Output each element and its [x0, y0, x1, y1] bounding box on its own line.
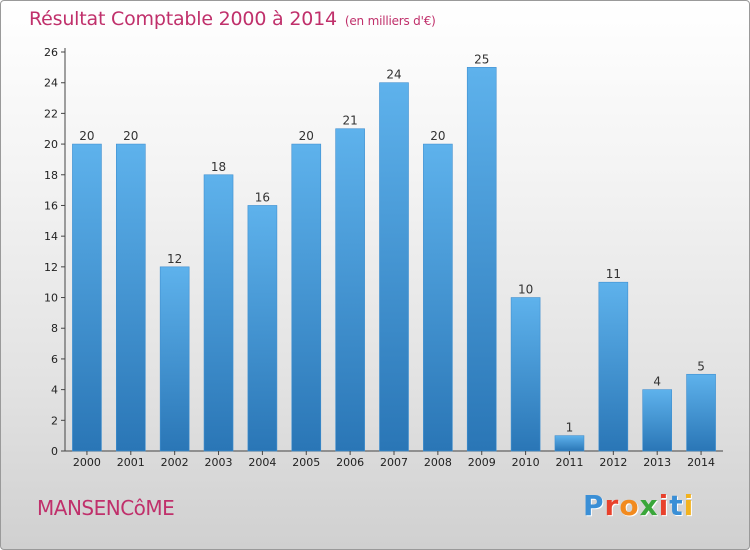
logo-letter: i [658, 489, 670, 522]
bar [510, 297, 541, 452]
x-tick-label: 2011 [555, 456, 583, 469]
town-name: MANSENCôME [37, 496, 175, 520]
bar [72, 143, 102, 452]
chart-title: Résultat Comptable 2000 à 2014 (en millie… [29, 8, 436, 30]
bar-value-label: 20 [123, 129, 138, 143]
x-tick-label: 2005 [292, 456, 320, 469]
bar [203, 174, 234, 452]
bar-value-label: 24 [386, 68, 401, 82]
y-tick-label: 6 [51, 353, 58, 366]
x-tick-label: 2003 [205, 456, 233, 469]
x-tick-label: 2000 [73, 456, 101, 469]
logo-letter: P [583, 489, 605, 522]
y-tick-label: 14 [44, 230, 58, 243]
y-tick-label: 0 [51, 445, 58, 458]
bar-value-label: 10 [518, 283, 533, 297]
y-tick-label: 20 [44, 138, 58, 151]
bar-value-label: 20 [79, 129, 94, 143]
logo-letter: i [683, 489, 695, 522]
x-tick-label: 2007 [380, 456, 408, 469]
bar-value-label: 25 [474, 52, 489, 66]
y-tick-label: 16 [44, 199, 58, 212]
chart-title-unit: (en milliers d'€) [344, 14, 436, 28]
x-tick-label: 2002 [161, 456, 189, 469]
bar-value-label: 12 [167, 252, 182, 266]
logo-letter: x [639, 489, 659, 522]
x-tick-label: 2006 [336, 456, 364, 469]
y-tick-label: 22 [44, 107, 58, 120]
y-tick-label: 26 [44, 46, 58, 59]
chart-title-main: Résultat Comptable 2000 à 2014 [29, 8, 337, 30]
logo-letter: o [619, 489, 640, 522]
x-tick-label: 2001 [117, 456, 145, 469]
bar-value-label: 5 [697, 359, 705, 373]
bar-value-label: 11 [606, 267, 621, 281]
x-tick-label: 2008 [424, 456, 452, 469]
x-tick-label: 2013 [643, 456, 671, 469]
bar [598, 281, 629, 452]
bar [423, 143, 453, 452]
bar [686, 373, 716, 452]
logo-letter: t [669, 489, 684, 522]
y-tick-label: 12 [44, 261, 58, 274]
x-tick-label: 2009 [468, 456, 496, 469]
bar-value-label: 18 [211, 160, 226, 174]
bar [335, 128, 365, 452]
y-tick-label: 2 [51, 414, 58, 427]
bar [116, 143, 146, 452]
y-tick-label: 18 [44, 169, 58, 182]
proxiti-logo: Proxiti [583, 489, 694, 522]
bar [642, 389, 673, 452]
logo-letter: r [604, 489, 620, 522]
bar [554, 435, 585, 452]
bar [291, 143, 322, 452]
bar-value-label: 21 [342, 114, 357, 128]
bar-value-label: 16 [255, 190, 270, 204]
bar-value-label: 20 [430, 129, 445, 143]
x-tick-label: 2012 [599, 456, 627, 469]
bar-value-label: 1 [566, 421, 574, 435]
x-tick-label: 2010 [512, 456, 540, 469]
bar [379, 82, 409, 452]
bar [466, 67, 497, 452]
y-tick-label: 4 [51, 384, 58, 397]
y-tick-label: 8 [51, 322, 58, 335]
y-tick-label: 24 [44, 77, 58, 90]
x-tick-label: 2004 [248, 456, 276, 469]
bar [159, 266, 190, 452]
x-tick-label: 2014 [687, 456, 715, 469]
bar [247, 205, 278, 452]
bar-value-label: 4 [653, 375, 661, 389]
y-tick-label: 10 [44, 292, 58, 305]
bar-value-label: 20 [299, 129, 314, 143]
